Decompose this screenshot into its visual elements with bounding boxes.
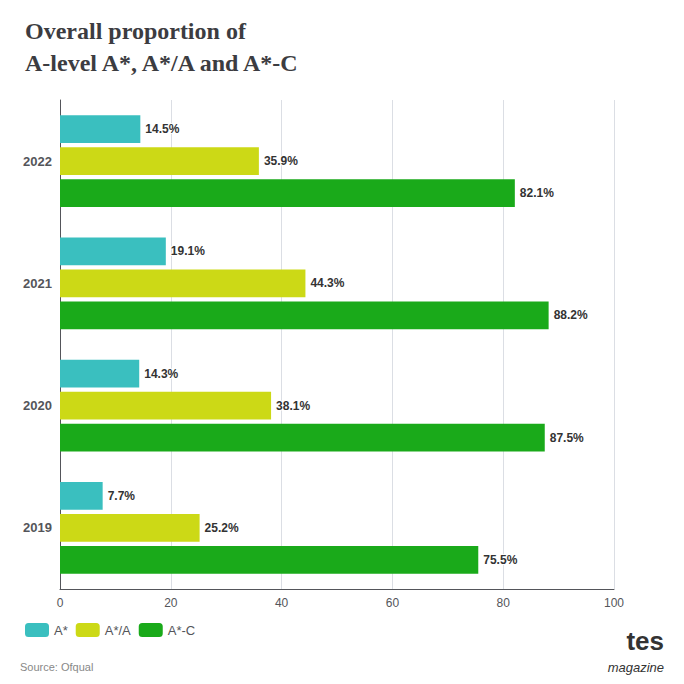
svg-text:7.7%: 7.7% [108,489,136,503]
svg-text:A*-C: A*-C [168,623,195,638]
svg-text:87.5%: 87.5% [550,431,584,445]
svg-text:100: 100 [604,596,624,610]
svg-text:2022: 2022 [23,154,52,169]
svg-text:88.2%: 88.2% [554,308,588,322]
svg-text:A*: A* [54,623,68,638]
svg-text:A-level A*, A*/A and A*-C: A-level A*, A*/A and A*-C [25,50,298,76]
svg-text:A*/A: A*/A [105,623,131,638]
svg-text:38.1%: 38.1% [276,399,310,413]
svg-text:40: 40 [275,596,289,610]
svg-text:80: 80 [497,596,511,610]
svg-text:20: 20 [164,596,178,610]
svg-text:14.3%: 14.3% [144,367,178,381]
svg-text:Source: Ofqual: Source: Ofqual [20,661,93,673]
svg-text:75.5%: 75.5% [483,553,517,567]
svg-text:magazine: magazine [608,660,664,675]
svg-text:tes: tes [626,626,664,656]
svg-text:Overall proportion of: Overall proportion of [25,18,247,44]
svg-text:35.9%: 35.9% [264,154,298,168]
svg-text:44.3%: 44.3% [310,276,344,290]
svg-text:2020: 2020 [23,398,52,413]
svg-text:2021: 2021 [23,276,52,291]
svg-text:2019: 2019 [23,520,52,535]
svg-text:60: 60 [386,596,400,610]
svg-text:25.2%: 25.2% [205,521,239,535]
svg-text:82.1%: 82.1% [520,186,554,200]
svg-text:0: 0 [57,596,64,610]
svg-text:14.5%: 14.5% [145,122,179,136]
svg-text:19.1%: 19.1% [171,244,205,258]
